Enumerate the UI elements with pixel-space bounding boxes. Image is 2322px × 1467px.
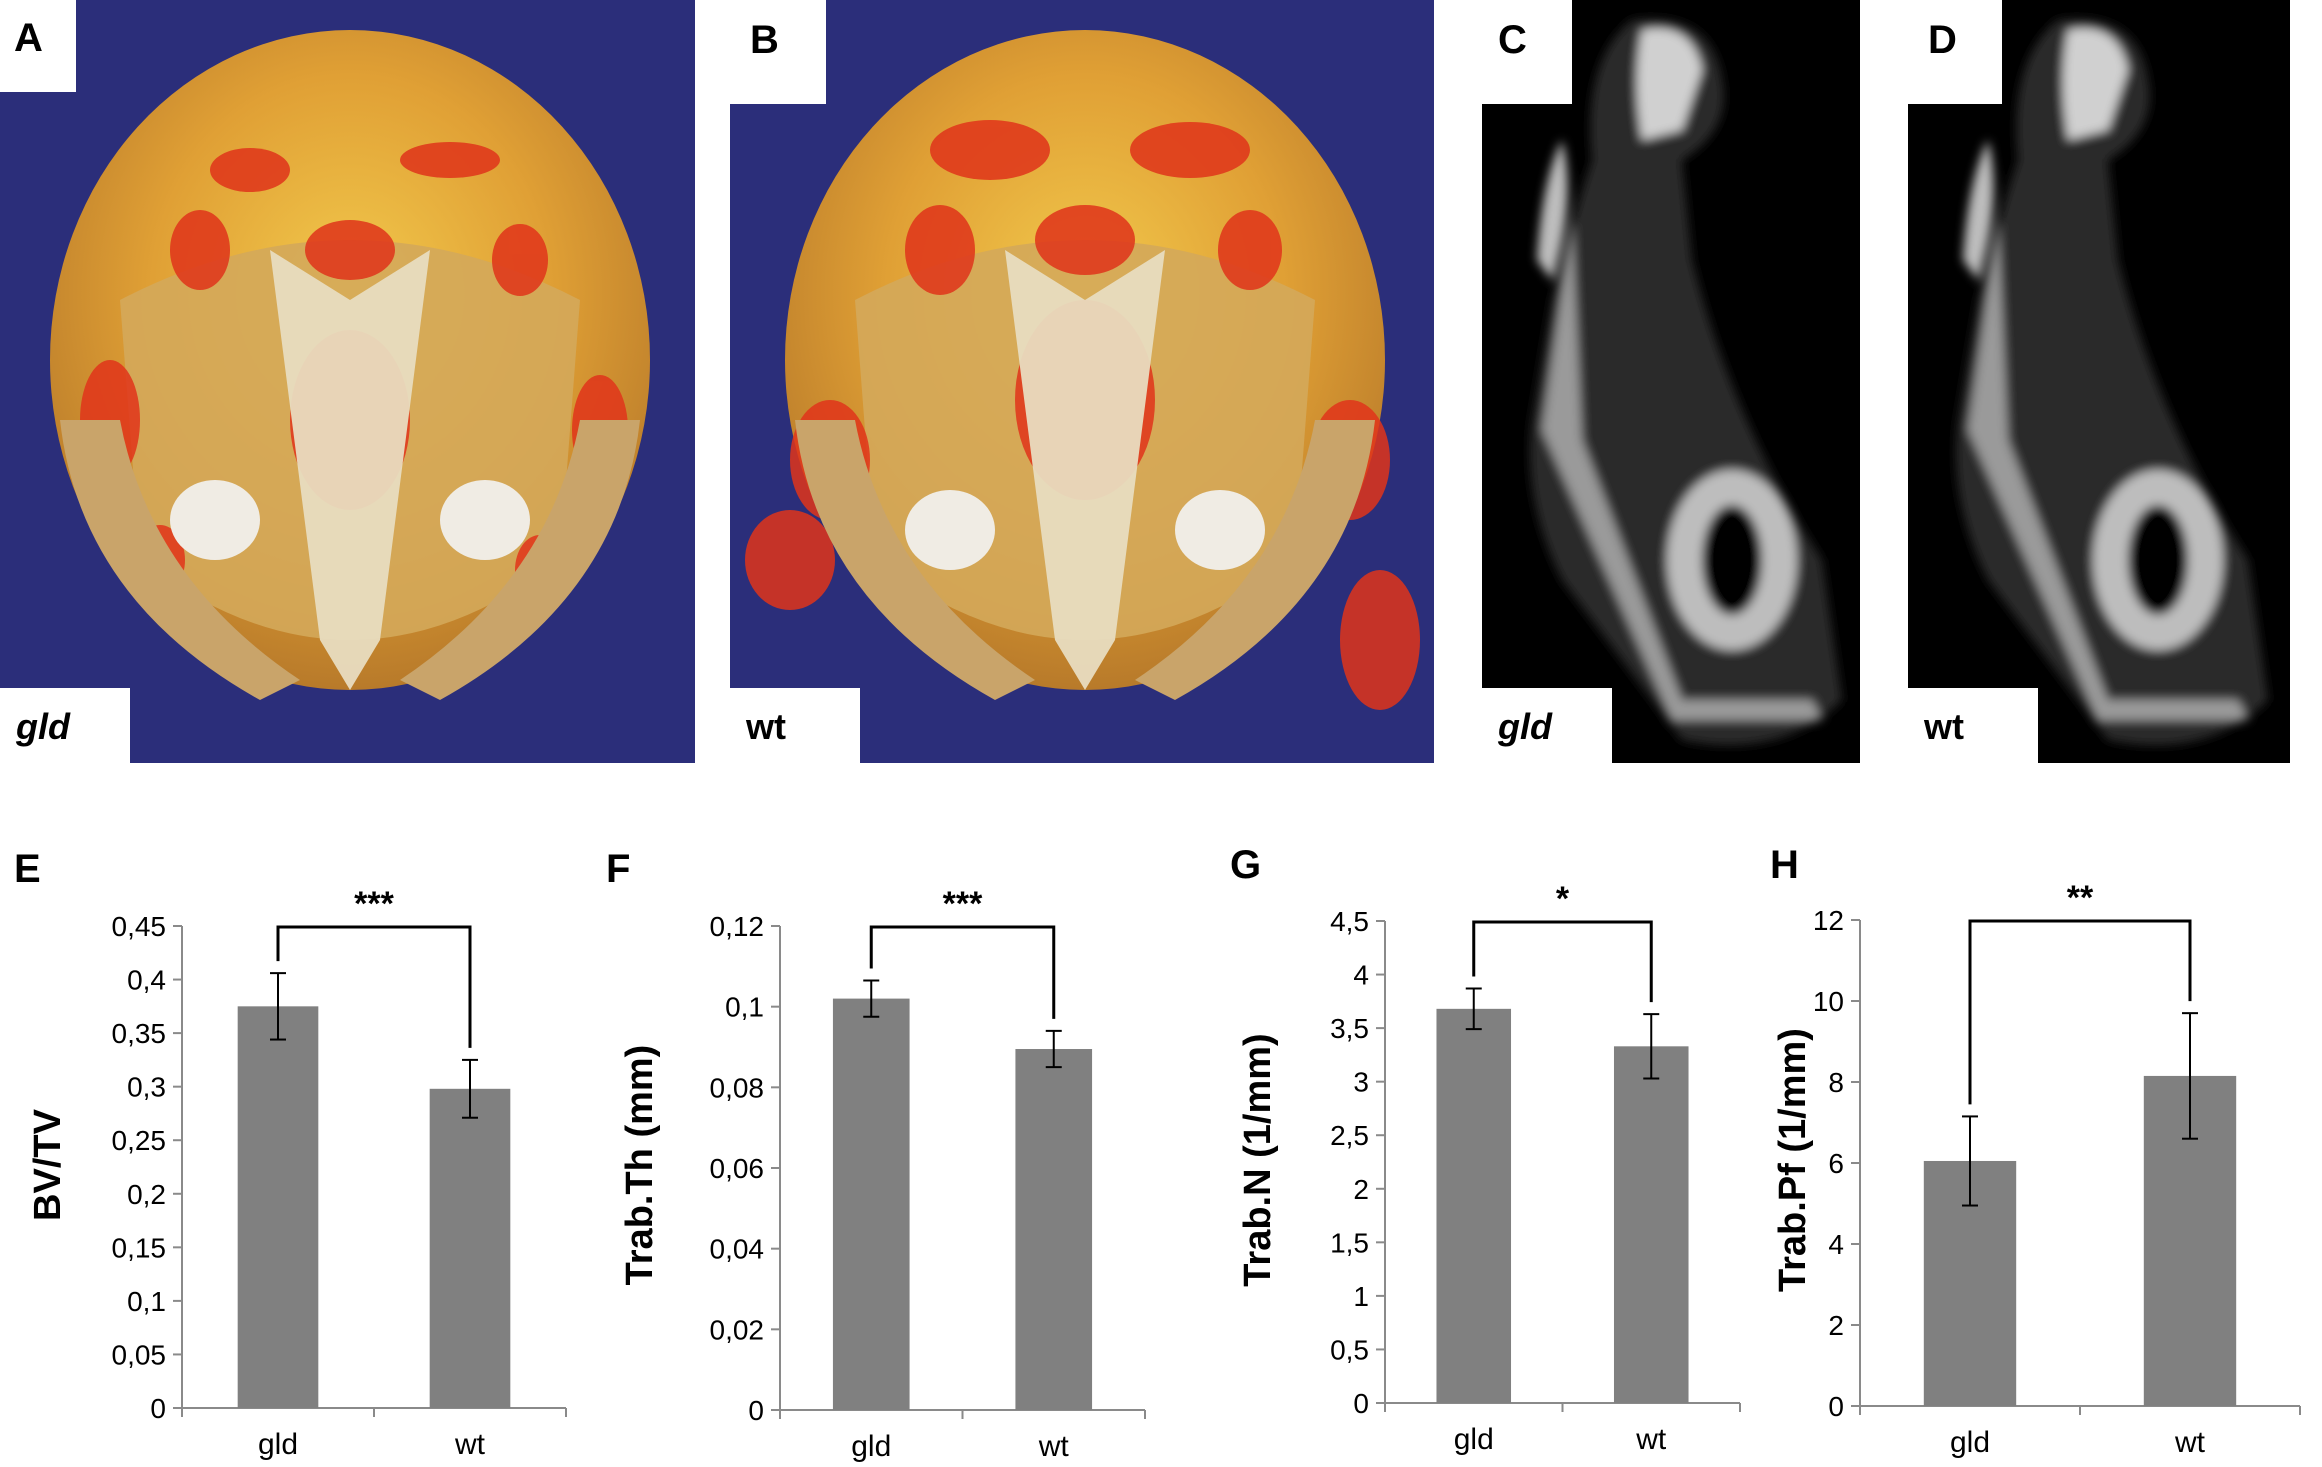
bar-gld xyxy=(237,1006,319,1408)
y-tick-label: 0 xyxy=(150,1393,166,1424)
skull-render-gld xyxy=(50,30,650,700)
y-tick-label: 0,1 xyxy=(127,1286,166,1317)
ct-section-wt xyxy=(1956,18,2268,745)
y-tick-label: 2 xyxy=(1353,1174,1369,1205)
y-tick-label: 3,5 xyxy=(1330,1013,1369,1044)
panel-b-skull-wt: B wt xyxy=(730,0,1434,763)
panel-label-d: D xyxy=(1908,0,2002,104)
y-tick-label: 0 xyxy=(1828,1391,1844,1422)
y-tick-label: 6 xyxy=(1828,1148,1844,1179)
panel-label-f: F xyxy=(606,847,630,891)
y-tick-label: 0 xyxy=(1353,1388,1369,1419)
genotype-label-c: gld xyxy=(1482,688,1612,763)
panel-d-ct-wt: D wt xyxy=(1908,0,2290,763)
x-tick-label-gld: gld xyxy=(1454,1423,1494,1456)
chart-e: E BV/TV 0 0,05 0,1 0,15 0,2 0,25 0,3 0,35 0,4 0,45 g… xyxy=(14,847,567,1461)
y-tick-label: 0,04 xyxy=(710,1234,765,1265)
x-tick-label-wt: wt xyxy=(454,1428,486,1461)
y-axis-label: Trab.Pf (1/mm) xyxy=(1772,1028,1814,1292)
bar-gld xyxy=(1436,1008,1512,1403)
y-tick-label: 10 xyxy=(1813,986,1844,1017)
bar-wt xyxy=(429,1088,511,1408)
bar-gld xyxy=(832,998,910,1410)
skull-render-wt xyxy=(745,30,1420,710)
panel-label-b: B xyxy=(730,0,826,104)
panel-label-a: A xyxy=(0,0,76,92)
y-tick-label: 1,5 xyxy=(1330,1227,1369,1258)
y-tick-label: 0,5 xyxy=(1330,1334,1369,1365)
y-tick-label: 3 xyxy=(1353,1067,1369,1098)
y-tick-label: 4,5 xyxy=(1330,906,1369,937)
bar-wt xyxy=(1613,1046,1689,1403)
y-tick-label: 1 xyxy=(1353,1281,1369,1312)
panel-a-skull-gld: A gld xyxy=(0,0,695,763)
y-tick-label: 12 xyxy=(1813,905,1844,936)
genotype-label-a: gld xyxy=(0,688,130,763)
genotype-label-b: wt xyxy=(730,688,860,763)
x-tick-label-wt: wt xyxy=(1635,1423,1667,1456)
y-tick-label: 0,2 xyxy=(127,1179,166,1210)
y-axis-label: Trab.N (1/mm) xyxy=(1237,1033,1279,1286)
bar-wt xyxy=(1015,1049,1093,1410)
x-tick-label-gld: gld xyxy=(1950,1426,1990,1459)
ct-section-gld xyxy=(1530,18,1842,745)
y-tick-label: 0,06 xyxy=(710,1153,765,1184)
chart-f: F Trab.Th (mm) 0 0,02 0,04 0,06 0,08 0,1 0,12 gld… xyxy=(606,847,1146,1463)
y-tick-label: 0,12 xyxy=(710,911,765,942)
x-tick-label-wt: wt xyxy=(2174,1426,2206,1459)
significance-bracket xyxy=(1472,920,1653,1003)
significance-bracket xyxy=(1968,919,2192,1105)
y-tick-label: 0,25 xyxy=(112,1125,167,1156)
genotype-label-d: wt xyxy=(1908,688,2038,763)
significance-label: * xyxy=(1556,880,1570,918)
y-tick-label: 0,4 xyxy=(127,965,166,996)
panel-label-e: E xyxy=(14,847,41,891)
significance-label: *** xyxy=(943,885,983,923)
y-axis-label: BV/TV xyxy=(27,1108,69,1221)
panel-c-ct-gld: C gld xyxy=(1482,0,1860,763)
significance-label: ** xyxy=(2067,879,2094,917)
y-tick-label: 0,35 xyxy=(112,1018,167,1049)
y-tick-label: 0,08 xyxy=(710,1072,765,1103)
y-tick-label: 2,5 xyxy=(1330,1120,1369,1151)
chart-g: G Trab.N (1/mm) 0 0,5 1 1,5 2 2,5 3 3,5 4 4,5 gld wt * xyxy=(1230,843,1741,1456)
y-tick-label: 0,15 xyxy=(112,1232,167,1263)
panel-label-c: C xyxy=(1482,0,1572,104)
y-tick-label: 2 xyxy=(1828,1310,1844,1341)
y-tick-label: 0,3 xyxy=(127,1072,166,1103)
y-tick-label: 0,1 xyxy=(725,992,764,1023)
y-tick-label: 0,45 xyxy=(112,911,167,942)
significance-bracket xyxy=(869,925,1056,1019)
y-tick-label: 0 xyxy=(748,1395,764,1426)
x-tick-label-wt: wt xyxy=(1038,1430,1070,1463)
significance-bracket xyxy=(276,925,472,1048)
panel-label-h: H xyxy=(1770,843,1799,887)
y-tick-label: 8 xyxy=(1828,1067,1844,1098)
y-tick-label: 4 xyxy=(1353,960,1369,991)
panel-label-g: G xyxy=(1230,843,1261,887)
significance-label: *** xyxy=(354,885,394,923)
y-axis-label: Trab.Th (mm) xyxy=(619,1045,661,1286)
y-tick-label: 0,05 xyxy=(112,1339,167,1370)
y-tick-label: 0,02 xyxy=(710,1314,765,1345)
x-tick-label-gld: gld xyxy=(851,1430,891,1463)
x-tick-label-gld: gld xyxy=(258,1428,298,1461)
y-tick-label: 4 xyxy=(1828,1229,1844,1260)
chart-h: H Trab.Pf (1/mm) 0 2 4 6 8 10 12 gld wt ** xyxy=(1770,843,2301,1459)
